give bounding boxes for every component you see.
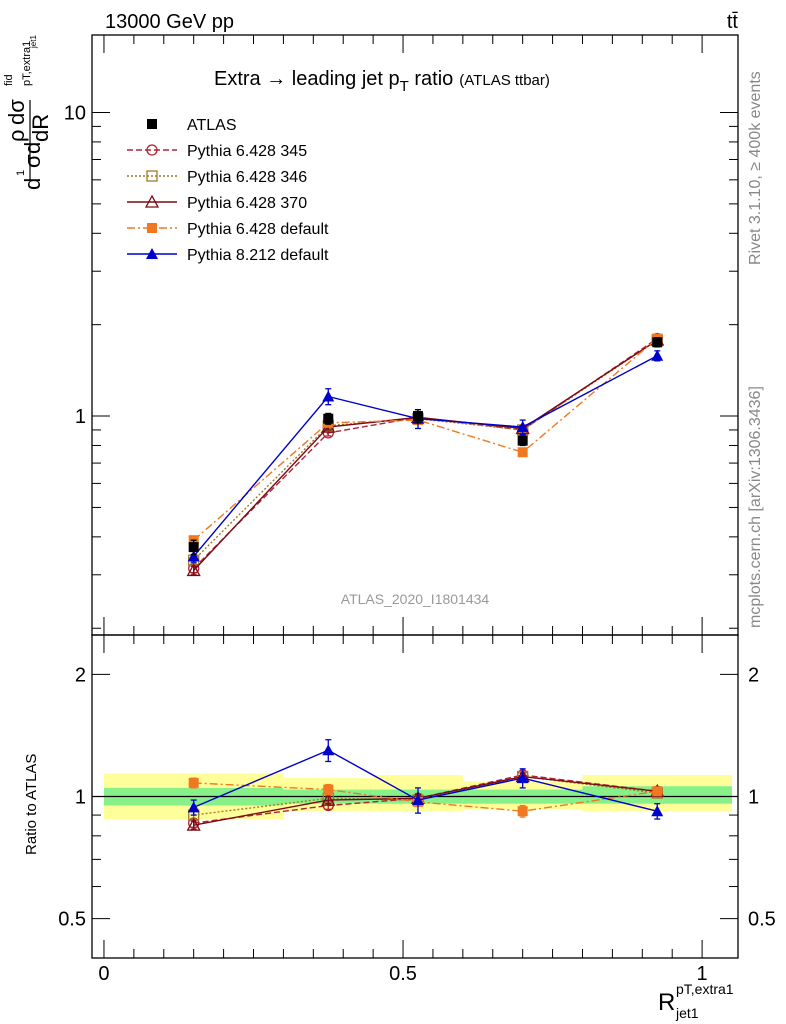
ratio-yticklabel-left-2: 2 xyxy=(75,664,86,686)
xlabel-sup: pT,extra1 xyxy=(676,981,734,997)
ratio-yticklabel-left-0: 0.5 xyxy=(58,909,86,931)
title-main: Extra → leading jet p xyxy=(214,68,400,90)
legend: ATLAS Pythia 6.428 345 Pythia 6.428 346 Pyt… xyxy=(127,117,329,264)
analysis-watermark: ATLAS_2020_I1801434 xyxy=(341,591,490,607)
main-series-p370 xyxy=(186,332,665,577)
main-point-p8-1 xyxy=(322,390,335,402)
legend-label-p370: Pythia 6.428 370 xyxy=(187,195,307,212)
main-y-axis-label: d 1 σ d ρ dσ fid pT,extra1 jet1 dR xyxy=(3,35,53,190)
ylabel-d1: d xyxy=(20,178,45,190)
main-line-p370 xyxy=(193,339,658,571)
ylabel-dsigma: dσ xyxy=(4,99,29,125)
main-series-p345 xyxy=(188,332,663,575)
main-point-p8-3 xyxy=(516,421,529,433)
legend-marker-p370 xyxy=(144,194,160,208)
ratio-point-pdef-3 xyxy=(517,806,528,817)
main-point-p8-0 xyxy=(187,550,200,562)
main-point-pdef-3 xyxy=(517,447,528,458)
rivet-label: Rivet 3.1.10, ≥ 400k events xyxy=(747,71,764,265)
main-line-p345 xyxy=(193,337,658,569)
xlabel-R: R xyxy=(658,989,675,1016)
main-point-p8-4 xyxy=(651,349,664,361)
ylabel-sigma: σ xyxy=(20,154,45,168)
legend-marker-p346 xyxy=(146,170,158,182)
ratio-xticklabel-0: 0 xyxy=(98,963,109,985)
ylabel-subsub: jet1 xyxy=(29,35,38,49)
ylabel-one: 1 xyxy=(15,170,27,176)
legend-label-p8: Pythia 8.212 default xyxy=(187,247,329,264)
ratio-yticklabel-right-0: 0.5 xyxy=(748,909,776,931)
legend-item-p346: Pythia 6.428 346 xyxy=(127,169,307,186)
main-point-atlas-1 xyxy=(323,413,334,424)
main-yticklabel-0: 1 xyxy=(75,406,86,428)
main-line-pdef xyxy=(193,338,658,541)
main-yticklabel-1: 10 xyxy=(64,102,86,124)
main-title: Extra → leading jet pT ratio (ATLAS ttbar… xyxy=(214,68,550,95)
header-right: tt̄ xyxy=(727,11,739,33)
ratio-yticklabel-right-1: 1 xyxy=(748,787,759,809)
ylabel-dR: dR xyxy=(28,114,53,142)
header-left: 13000 GeV pp xyxy=(105,11,234,33)
legend-item-p345: Pythia 6.428 345 xyxy=(127,143,307,160)
ylabel-sub: pT,extra1 xyxy=(21,41,33,86)
main-series-p8 xyxy=(187,349,664,563)
ratio-point-pdef-1 xyxy=(323,784,334,795)
ratio-yticklabel-left-1: 1 xyxy=(75,787,86,809)
main-series-atlas xyxy=(188,337,663,556)
main-point-atlas-4 xyxy=(652,337,663,348)
ratio-point-p8-0 xyxy=(187,801,200,813)
ratio-point-pdef-0 xyxy=(188,777,199,788)
title-suffix: ratio xyxy=(409,68,453,90)
ratio-point-p8-2 xyxy=(411,794,424,806)
title-text: Extra → leading jet pT ratio (ATLAS ttbar… xyxy=(214,68,550,95)
legend-marker-p8 xyxy=(146,248,158,259)
main-point-p370-0 xyxy=(186,563,201,577)
ylabel-fid: fid xyxy=(3,74,15,86)
legend-label-p345: Pythia 6.428 345 xyxy=(187,143,307,160)
x-axis-label: R pT,extra1 jet1 xyxy=(658,981,734,1021)
ratio-yticklabel-right-2: 2 xyxy=(748,664,759,686)
legend-marker-p345 xyxy=(146,144,158,156)
ratio-xticklabel-1: 0.5 xyxy=(389,963,417,985)
ratio-y-axis-label: Ratio to ATLAS xyxy=(23,754,40,855)
title-sub: T xyxy=(400,78,409,95)
ratio-panel: 0.5 0.5 1 1 2 2 0 0.5 1 xyxy=(58,634,776,985)
legend-label-atlas: ATLAS xyxy=(187,117,237,134)
main-point-atlas-2 xyxy=(412,411,423,422)
legend-marker-atlas xyxy=(147,119,157,129)
ratio-series-p8 xyxy=(187,739,664,820)
mcplots-label: mcplots.cern.ch [arXiv:1306.3436] xyxy=(747,386,764,628)
main-point-atlas-3 xyxy=(517,435,528,446)
main-point-atlas-0 xyxy=(188,542,199,553)
main-series-p346 xyxy=(188,334,663,566)
ratio-point-p8-4 xyxy=(651,805,664,817)
ylabel-d2: d xyxy=(20,142,45,154)
legend-item-atlas: ATLAS xyxy=(147,117,237,134)
legend-label-p346: Pythia 6.428 346 xyxy=(187,169,307,186)
ratio-point-pdef-4 xyxy=(652,786,663,797)
xlabel-sub: jet1 xyxy=(675,1005,699,1021)
title-small: (ATLAS ttbar) xyxy=(459,72,550,89)
legend-item-pdef: Pythia 6.428 default xyxy=(127,221,329,238)
main-series-pdef xyxy=(188,333,663,546)
ratio-xticklabel-2: 1 xyxy=(697,963,708,985)
legend-item-p370: Pythia 6.428 370 xyxy=(127,194,307,212)
ylabel-rho: ρ xyxy=(4,129,29,142)
legend-marker-pdef xyxy=(147,223,157,233)
ratio-point-p8-1 xyxy=(322,744,335,756)
legend-label-pdef: Pythia 6.428 default xyxy=(187,221,329,238)
ratio-point-p8-3 xyxy=(516,772,529,784)
ratio-point-p370-0 xyxy=(186,817,201,831)
main-panel: 1 10 xyxy=(64,34,739,636)
main-line-p346 xyxy=(193,339,658,561)
ratio-point-p370-1 xyxy=(321,792,336,806)
legend-item-p8: Pythia 8.212 default xyxy=(127,247,329,264)
